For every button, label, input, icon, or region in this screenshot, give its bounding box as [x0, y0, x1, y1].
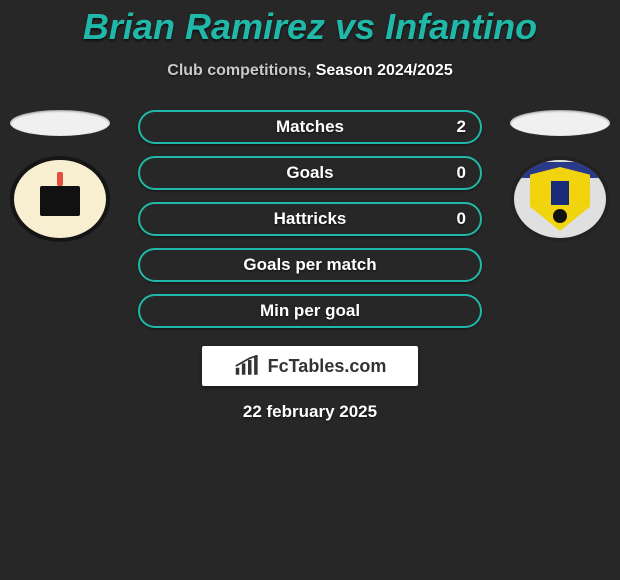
brand-badge: FcTables.com: [202, 346, 418, 386]
left-club-badge-icon: [10, 156, 110, 242]
brand-text: FcTables.com: [268, 356, 387, 377]
stat-bar-label: Min per goal: [260, 301, 360, 321]
vs-text: vs: [335, 6, 375, 47]
stat-bar-label: Goals: [286, 163, 333, 183]
stat-bar-value: 0: [457, 163, 466, 183]
stat-bar-label: Goals per match: [243, 255, 376, 275]
subtitle-prefix: Club competitions,: [167, 62, 311, 79]
stat-bar-goals-per-match: Goals per match: [138, 248, 482, 282]
right-club-badge-icon: [510, 156, 610, 242]
stat-bar-label: Hattricks: [274, 209, 347, 229]
right-country-flag-icon: [510, 110, 610, 136]
player2-name: Infantino: [385, 6, 537, 47]
stat-bar-value: 0: [457, 209, 466, 229]
subtitle-season: Season 2024/2025: [316, 62, 453, 79]
stat-bar-matches: Matches 2: [138, 110, 482, 144]
date-text: 22 february 2025: [0, 402, 620, 422]
stat-bar-min-per-goal: Min per goal: [138, 294, 482, 328]
content-area: Matches 2 Goals 0 Hattricks 0 Goals per …: [0, 110, 620, 422]
stat-bar-value: 2: [457, 117, 466, 137]
left-country-flag-icon: [10, 110, 110, 136]
player1-name: Brian Ramirez: [83, 6, 325, 47]
subtitle: Club competitions, Season 2024/2025: [0, 62, 620, 80]
stat-bar-goals: Goals 0: [138, 156, 482, 190]
chart-icon: [234, 355, 262, 377]
left-side: [0, 110, 120, 242]
stat-bars: Matches 2 Goals 0 Hattricks 0 Goals per …: [138, 110, 482, 328]
stat-bar-label: Matches: [276, 117, 344, 137]
right-side: [500, 110, 620, 242]
stat-bar-hattricks: Hattricks 0: [138, 202, 482, 236]
page-title: Brian Ramirez vs Infantino: [0, 0, 620, 48]
